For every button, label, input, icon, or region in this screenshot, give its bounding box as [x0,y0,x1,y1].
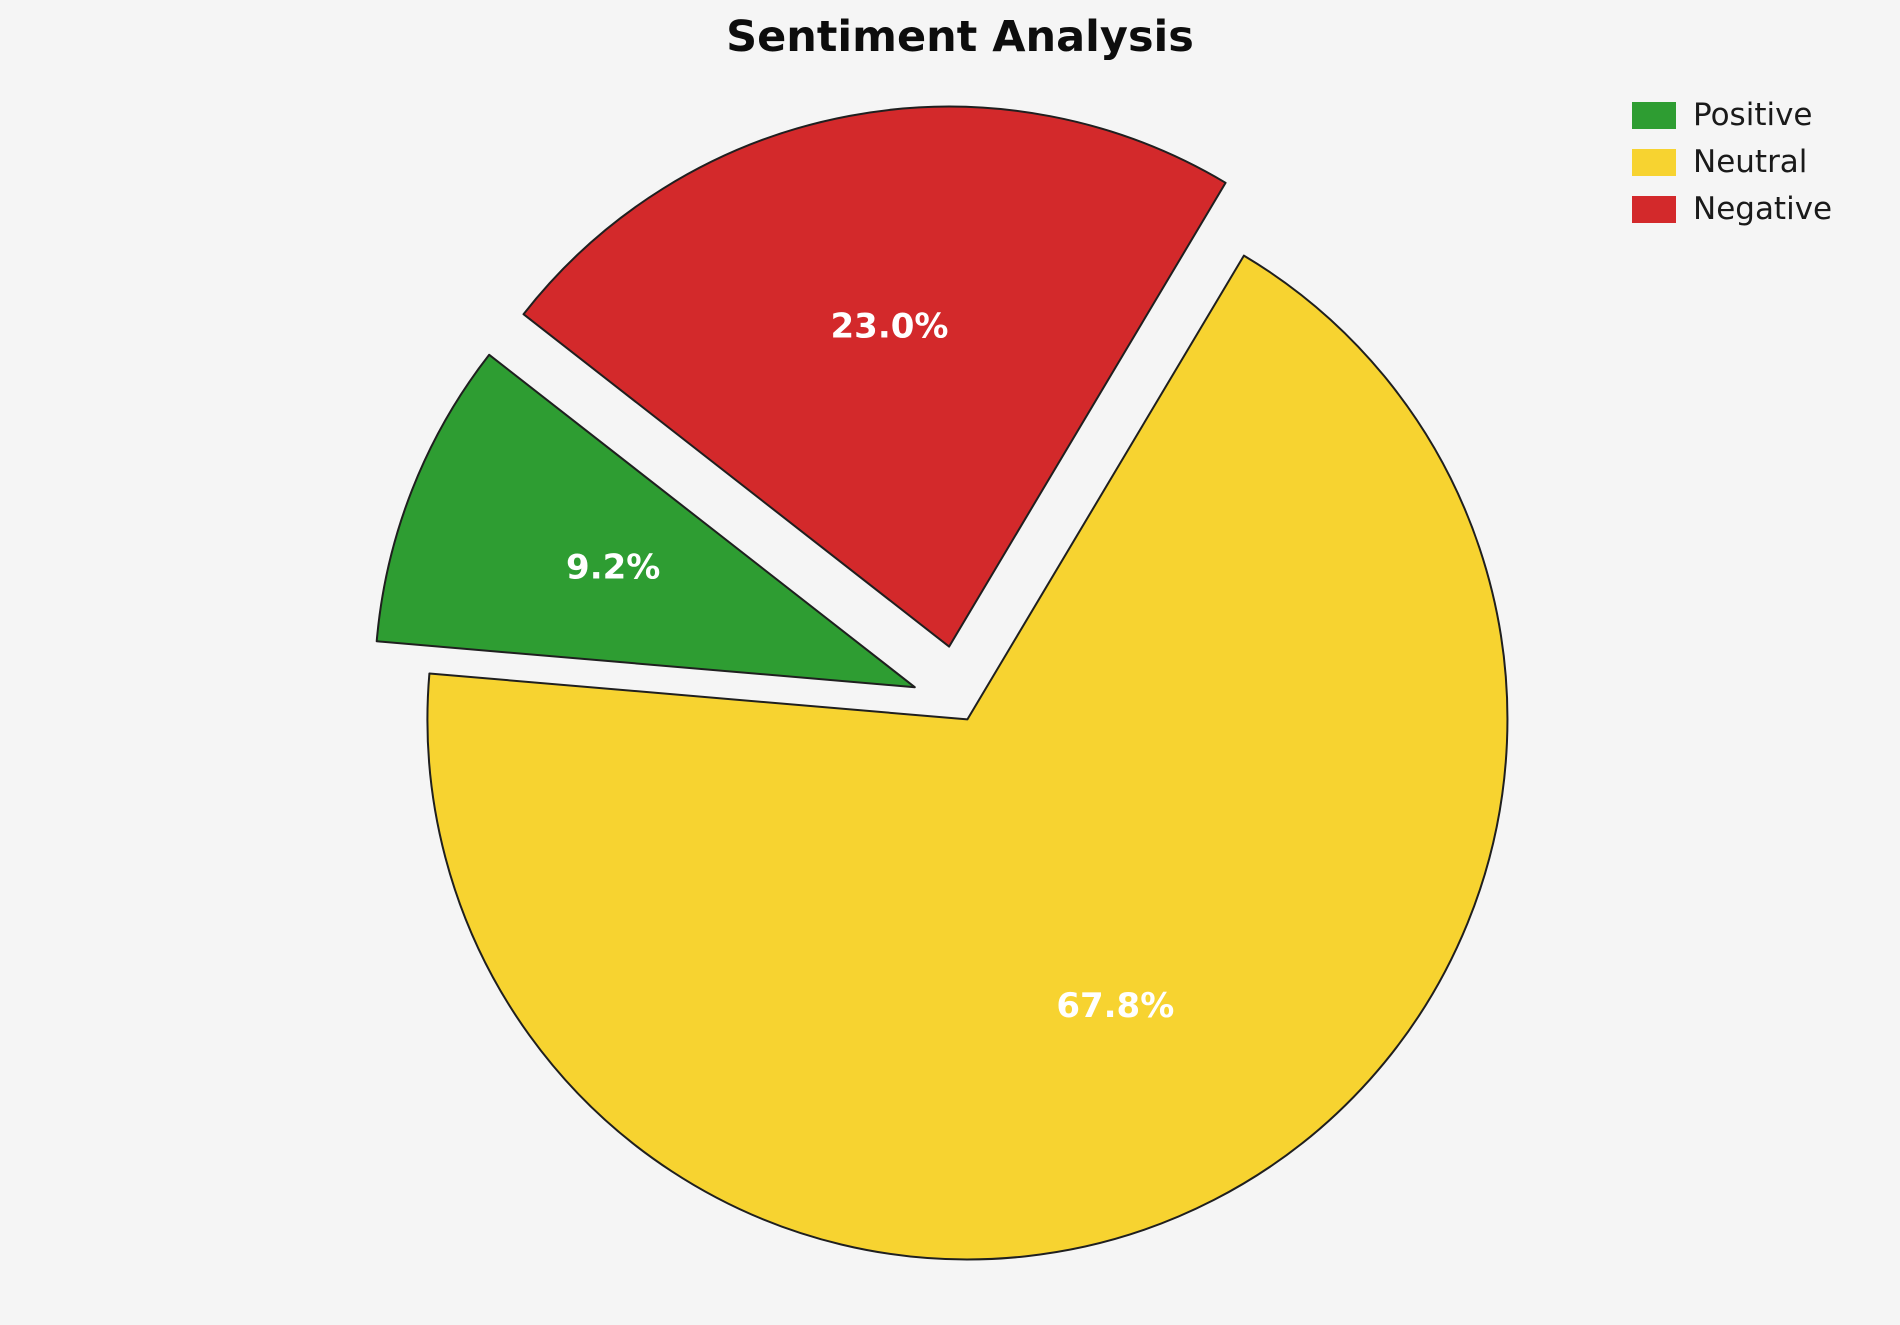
legend-label-positive: Positive [1693,97,1813,133]
legend-item-negative: Negative [1632,192,1832,226]
legend-swatch-negative [1632,195,1676,223]
legend-item-positive: Positive [1632,98,1832,132]
pie-pct-label-positive: 9.2% [566,547,660,587]
pie-pct-label-negative: 23.0% [831,307,949,347]
legend-item-neutral: Neutral [1632,145,1832,179]
legend-label-negative: Negative [1693,191,1833,228]
pie-slice-positive [375,353,916,689]
legend-swatch-neutral [1632,148,1676,176]
legend-label-neutral: Neutral [1693,144,1808,181]
legend-swatch-positive [1632,101,1676,129]
pie-slice-neutral [426,254,1509,1261]
pie-slice-negative [522,105,1227,648]
legend: Positive Neutral Negative [1632,98,1832,226]
pie-pct-label-neutral: 67.8% [1056,986,1174,1026]
chart-title: Sentiment Analysis [726,12,1194,62]
